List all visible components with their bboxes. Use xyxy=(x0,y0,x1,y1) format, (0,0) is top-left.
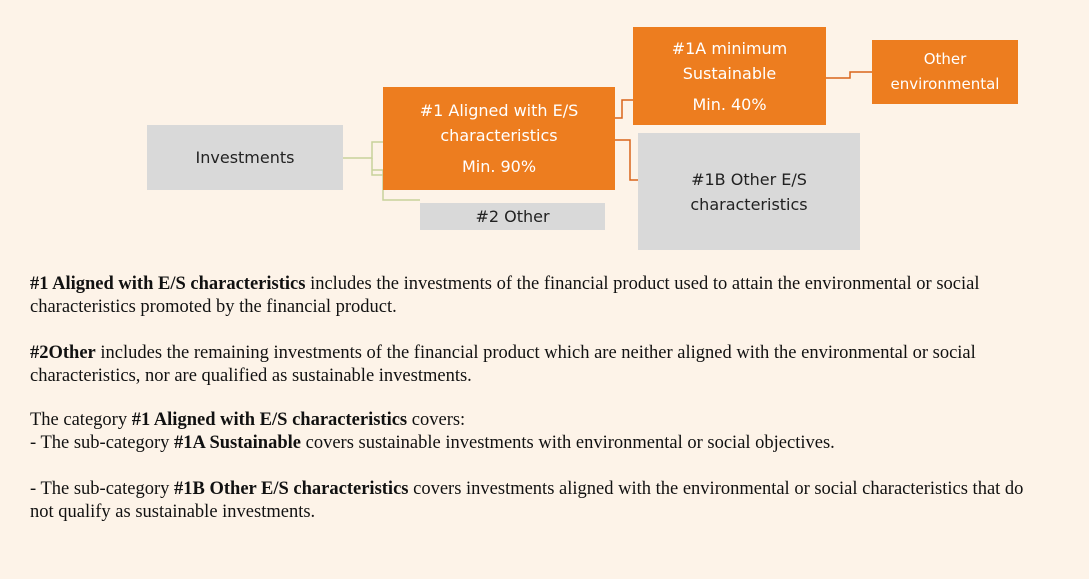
node-label: #1B Other E/S xyxy=(691,169,807,189)
text: includes the investments of the financia… xyxy=(30,274,980,317)
node-label: Sustainable xyxy=(682,63,777,83)
paragraph: - The sub-category #1A Sustainable cover… xyxy=(30,432,1050,455)
connector xyxy=(615,99,633,119)
node-label: Min. 40% xyxy=(692,94,767,114)
node-label: Investments xyxy=(195,148,295,167)
text: covers: xyxy=(407,410,466,430)
node-label: Min. 90% xyxy=(461,157,537,176)
text: covers investments aligned with the envi… xyxy=(30,479,1024,522)
node: #1B Other E/S characteristics xyxy=(638,133,860,250)
text: includes the remaining investments of th… xyxy=(30,343,976,386)
node-label: characteristics xyxy=(690,194,808,214)
node: #1A minimum Sustainable Min. 40% xyxy=(633,27,826,125)
node: #2 Other xyxy=(420,203,605,230)
connector xyxy=(343,141,383,159)
paragraph: #1 Aligned with E/S characteristics incl… xyxy=(30,273,1050,319)
bold-text: #1 Aligned with E/S characteristics xyxy=(30,274,306,294)
node-label: characteristics xyxy=(440,126,558,145)
text: - The sub-category xyxy=(30,433,175,453)
bold-text: #1B Other E/S characteristics xyxy=(174,479,409,499)
node: Investments xyxy=(147,125,343,190)
text: The category xyxy=(30,410,132,430)
node-label: Other xyxy=(923,50,967,68)
node: #1 Aligned with E/S characteristics Min. 9… xyxy=(383,87,615,190)
paragraph: The category #1 Aligned with E/S charact… xyxy=(30,409,1050,432)
node: Other environmental xyxy=(872,40,1018,104)
bold-text: #1A Sustainable xyxy=(174,433,301,453)
connector xyxy=(371,158,383,176)
paragraph: - The sub-category #1B Other E/S charact… xyxy=(30,478,1050,524)
connector xyxy=(615,139,638,181)
text: covers sustainable investments with envi… xyxy=(301,433,835,453)
bold-text: #1 Aligned with E/S characteristics xyxy=(131,410,408,430)
node-label: #2 Other xyxy=(475,207,550,226)
node-label: #1A minimum xyxy=(671,38,788,58)
bold-text: #2Other xyxy=(30,343,96,363)
paragraph: #2Other includes the remaining investmen… xyxy=(30,342,1050,388)
node-label: #1 Aligned with E/S xyxy=(419,101,579,120)
node-label: environmental xyxy=(890,75,1000,93)
text: - The sub-category xyxy=(30,479,175,499)
connector xyxy=(826,71,872,79)
